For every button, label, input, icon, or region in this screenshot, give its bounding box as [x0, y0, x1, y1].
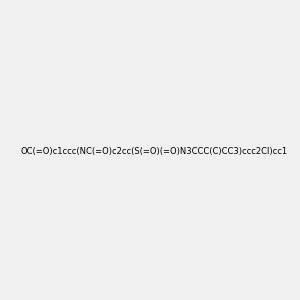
Text: OC(=O)c1ccc(NC(=O)c2cc(S(=O)(=O)N3CCC(C)CC3)ccc2Cl)cc1: OC(=O)c1ccc(NC(=O)c2cc(S(=O)(=O)N3CCC(C)…	[20, 147, 287, 156]
